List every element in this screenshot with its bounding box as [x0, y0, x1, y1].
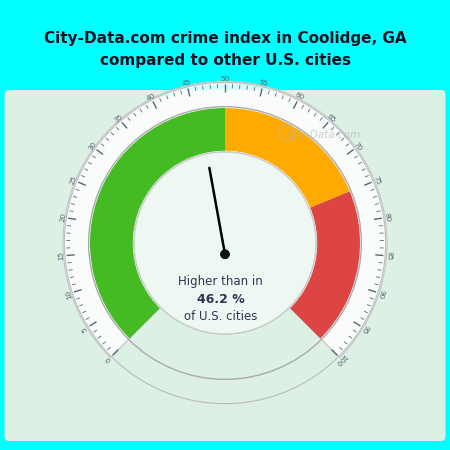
- Text: 45: 45: [181, 79, 192, 87]
- Text: 5: 5: [81, 325, 89, 333]
- Text: 15: 15: [58, 251, 65, 261]
- Text: 95: 95: [360, 323, 370, 334]
- Text: 40: 40: [145, 92, 156, 101]
- Text: 85: 85: [385, 251, 392, 261]
- FancyBboxPatch shape: [4, 90, 446, 441]
- Circle shape: [220, 250, 230, 259]
- Text: compared to other U.S. cities: compared to other U.S. cities: [99, 53, 351, 68]
- Wedge shape: [225, 108, 350, 208]
- Text: 25: 25: [69, 175, 78, 185]
- Text: of U.S. cities: of U.S. cities: [184, 310, 257, 323]
- Text: Higher than in: Higher than in: [178, 275, 263, 288]
- Circle shape: [134, 152, 316, 334]
- Text: City-Data.com: City-Data.com: [287, 130, 361, 140]
- Text: 0: 0: [105, 356, 112, 363]
- Wedge shape: [63, 81, 387, 358]
- Text: 10: 10: [64, 288, 73, 299]
- Text: 55: 55: [258, 79, 269, 87]
- Text: 60: 60: [294, 92, 305, 101]
- Wedge shape: [290, 191, 360, 338]
- Text: 75: 75: [372, 175, 381, 185]
- Text: 35: 35: [113, 113, 124, 123]
- Text: 50: 50: [220, 76, 230, 82]
- Text: 46.2 %: 46.2 %: [197, 293, 244, 306]
- Text: 20: 20: [59, 212, 67, 222]
- Text: 70: 70: [353, 141, 363, 152]
- Text: 30: 30: [87, 141, 97, 152]
- Text: 65: 65: [326, 113, 337, 123]
- Text: 100: 100: [334, 352, 348, 366]
- Text: 90: 90: [377, 288, 386, 299]
- Wedge shape: [90, 108, 225, 338]
- Text: 80: 80: [383, 212, 391, 222]
- Text: City-Data.com crime index in Coolidge, GA: City-Data.com crime index in Coolidge, G…: [44, 31, 406, 46]
